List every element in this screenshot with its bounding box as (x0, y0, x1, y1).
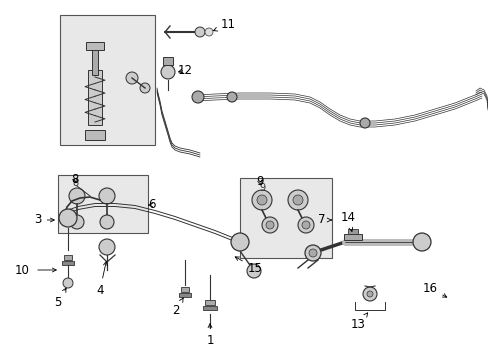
Text: 11: 11 (213, 18, 235, 31)
Bar (240, 178, 331, 258)
Bar (181, 287, 189, 292)
Text: 4: 4 (96, 262, 107, 297)
Circle shape (297, 217, 313, 233)
Circle shape (292, 195, 303, 205)
Text: 15: 15 (235, 257, 262, 274)
Circle shape (70, 215, 84, 229)
Text: 14: 14 (340, 211, 355, 231)
Text: 16: 16 (422, 282, 446, 297)
Text: 7: 7 (318, 213, 331, 226)
Bar (92, 45, 98, 75)
Circle shape (226, 92, 237, 102)
Circle shape (192, 91, 203, 103)
Circle shape (99, 188, 115, 204)
Bar (88, 70, 102, 125)
Circle shape (195, 27, 204, 37)
Bar (204, 300, 215, 305)
Bar (86, 42, 104, 50)
Text: 12: 12 (177, 63, 192, 77)
Text: 6: 6 (148, 198, 156, 211)
Circle shape (63, 278, 73, 288)
Circle shape (246, 264, 261, 278)
Bar (62, 261, 74, 265)
Text: 9: 9 (256, 175, 263, 189)
Text: 3: 3 (34, 213, 54, 226)
Bar (60, 15, 155, 145)
Circle shape (308, 249, 316, 257)
Bar (203, 306, 217, 310)
Circle shape (251, 190, 271, 210)
Circle shape (262, 217, 278, 233)
Text: 13: 13 (350, 313, 367, 332)
Circle shape (287, 190, 307, 210)
Text: 8: 8 (71, 174, 79, 186)
Text: 5: 5 (54, 288, 66, 309)
Circle shape (204, 28, 213, 36)
Circle shape (59, 209, 77, 227)
Circle shape (359, 118, 369, 128)
Circle shape (161, 65, 175, 79)
Circle shape (100, 215, 114, 229)
Circle shape (302, 221, 309, 229)
Text: 1: 1 (206, 324, 213, 346)
Text: 9: 9 (259, 183, 264, 193)
Bar (163, 57, 173, 65)
Circle shape (366, 291, 372, 297)
Text: 2: 2 (172, 298, 183, 316)
Circle shape (99, 239, 115, 255)
Circle shape (69, 188, 85, 204)
Bar (85, 130, 105, 140)
Circle shape (126, 72, 138, 84)
Circle shape (305, 245, 320, 261)
Bar (58, 175, 148, 233)
Bar (179, 293, 191, 297)
Bar (343, 234, 361, 240)
Bar (64, 255, 72, 260)
Bar (347, 229, 357, 234)
Text: 8: 8 (72, 178, 78, 188)
Circle shape (362, 287, 376, 301)
Circle shape (412, 233, 430, 251)
Text: 10: 10 (15, 264, 29, 276)
Circle shape (265, 221, 273, 229)
Circle shape (230, 233, 248, 251)
Circle shape (257, 195, 266, 205)
Circle shape (140, 83, 150, 93)
